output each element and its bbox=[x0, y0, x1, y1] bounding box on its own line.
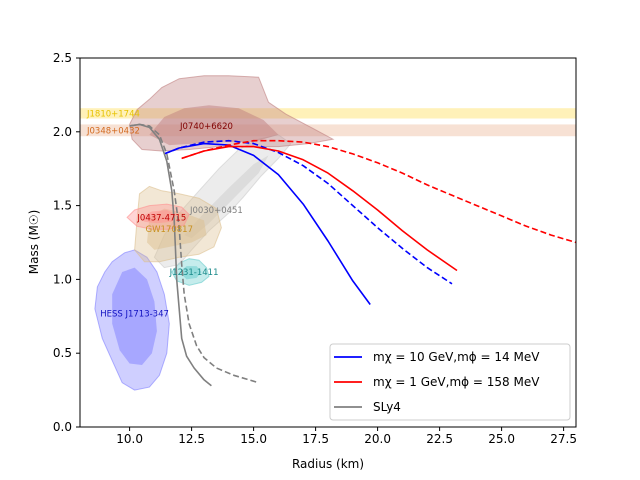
band-j1810-1744 bbox=[80, 108, 576, 119]
region-inner-j0030-0451 bbox=[184, 155, 269, 239]
y-tick-label: 1.5 bbox=[53, 199, 72, 213]
region-inner-j0740-6620 bbox=[149, 105, 279, 146]
legend-label-m-chi-1-gev-m-phi-158-mev: mχ = 1 GeV,mϕ = 158 MeV bbox=[373, 375, 540, 389]
y-axis-ticks: 0.0 0.5 1.0 1.5 2.0 2.5 bbox=[53, 51, 80, 434]
constraint-bands bbox=[80, 108, 576, 137]
region-labels: J1810+1744 J0348+0432 HESS J1713-347 J1231-… bbox=[86, 109, 243, 319]
curve-sly4 bbox=[129, 123, 212, 387]
region-label-gw170817: GW170817 bbox=[146, 225, 193, 235]
x-tick-label: 17.5 bbox=[302, 432, 329, 446]
curve-m-chi-1-gev-m-phi-158-mev bbox=[181, 145, 458, 272]
band-label-j0348-0432: J0348+0432 bbox=[86, 126, 140, 136]
curve-m-chi-1-gev-m-phi-158-mev-dashed bbox=[181, 139, 576, 244]
x-tick-label: 10.0 bbox=[116, 432, 143, 446]
region-label-j0437-4715: J0437-4715 bbox=[136, 213, 186, 223]
region-label-j1231-1411: J1231-1411 bbox=[169, 268, 219, 278]
y-tick-label: 1.0 bbox=[53, 272, 72, 286]
y-tick-label: 2.0 bbox=[53, 125, 72, 139]
region-label-j0030-0451: J0030+0451 bbox=[189, 206, 243, 216]
x-axis-ticks: 10.0 12.5 15.0 17.5 20.0 22.5 25.0 27.5 bbox=[116, 427, 577, 446]
x-axis-label: Radius (km) bbox=[292, 457, 364, 471]
x-tick-label: 12.5 bbox=[178, 432, 205, 446]
x-tick-label: 22.5 bbox=[426, 432, 453, 446]
plot-frame bbox=[79, 57, 577, 428]
mass-radius-curves bbox=[129, 123, 576, 387]
legend-frame bbox=[329, 343, 571, 421]
y-axis-label: Mass (M☉) bbox=[27, 210, 41, 275]
region-inner-j0437-4715 bbox=[139, 210, 177, 224]
y-tick-label: 0.5 bbox=[53, 346, 72, 360]
x-tick-label: 20.0 bbox=[364, 432, 391, 446]
constraint-regions bbox=[94, 75, 335, 391]
band-label-j1810-1744: J1810+1744 bbox=[86, 109, 140, 119]
y-tick-label: 0.0 bbox=[53, 420, 72, 434]
region-label-hess-j1713-347: HESS J1713-347 bbox=[100, 309, 169, 319]
x-tick-label: 15.0 bbox=[240, 432, 267, 446]
region-inner-j1231-1411 bbox=[179, 266, 202, 280]
legend-label-sly4: SLy4 bbox=[373, 400, 401, 414]
y-tick-label: 2.5 bbox=[53, 51, 72, 65]
x-tick-label: 25.0 bbox=[488, 432, 515, 446]
curve-m-chi-10-gev-m-phi-14-mev-dashed bbox=[164, 139, 453, 285]
region-inner-hess-j1713-347 bbox=[112, 267, 157, 365]
legend-label-m-chi-10-gev-m-phi-14-mev: mχ = 10 GeV,mϕ = 14 MeV bbox=[373, 350, 540, 364]
band-j0348-0432 bbox=[80, 124, 576, 137]
region-label-j0740-6620: J0740+6620 bbox=[179, 122, 233, 132]
x-tick-label: 27.5 bbox=[550, 432, 577, 446]
curve-sly4-dashed bbox=[129, 123, 259, 384]
legend: mχ = 10 GeV,mϕ = 14 MeV mχ = 1 GeV,mϕ = 1… bbox=[329, 343, 571, 421]
